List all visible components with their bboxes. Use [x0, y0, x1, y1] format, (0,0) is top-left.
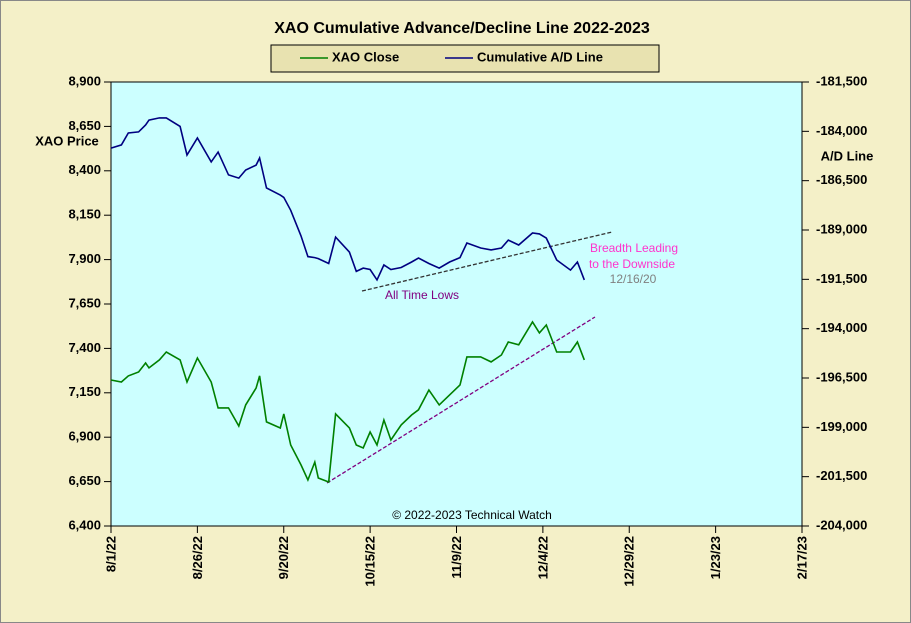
y-tick-label: 8,400	[68, 162, 101, 177]
y2-tick-label: -186,500	[816, 172, 867, 187]
series-line	[110, 320, 586, 484]
y-tick-label: 7,150	[68, 384, 101, 399]
annotation: All Time Lows	[385, 288, 459, 302]
y2-axis-label: A/D Line	[821, 148, 874, 163]
trend-line	[326, 316, 596, 484]
trend-line	[361, 231, 613, 292]
y-tick-label: 6,400	[68, 517, 101, 532]
y-tick-label: 8,150	[68, 207, 101, 222]
y-tick-label: 7,650	[68, 295, 101, 310]
y2-tick-label: -196,500	[816, 369, 867, 384]
y2-tick-label: -194,000	[816, 320, 867, 335]
series-line	[110, 117, 586, 282]
x-tick-label: 1/23/23	[708, 536, 723, 579]
x-tick-label: 9/20/22	[276, 536, 291, 579]
annotation: 12/16/20	[610, 272, 657, 286]
y2-tick-label: -189,000	[816, 221, 867, 236]
x-tick-label: 11/9/22	[449, 536, 464, 579]
plot-area	[110, 81, 803, 527]
legend-label: Cumulative A/D Line	[477, 49, 603, 64]
y2-tick-label: -204,000	[816, 517, 867, 532]
y-axis-label: XAO Price	[35, 133, 99, 148]
y-tick-label: 8,650	[68, 118, 101, 133]
y2-tick-label: -201,500	[816, 468, 867, 483]
y-tick-label: 8,900	[68, 73, 101, 88]
chart-title: XAO Cumulative Advance/Decline Line 2022…	[274, 20, 650, 37]
y2-tick-label: -184,000	[816, 123, 867, 138]
x-tick-label: 8/1/22	[103, 536, 118, 572]
x-tick-label: 12/4/22	[535, 536, 550, 579]
x-tick-label: 12/29/22	[622, 536, 637, 587]
annotation: Breadth Leading	[590, 241, 678, 255]
y-tick-label: 6,650	[68, 473, 101, 488]
y-tick-label: 6,900	[68, 429, 101, 444]
y2-tick-label: -181,500	[816, 73, 867, 88]
annotation: to the Downside	[589, 257, 675, 271]
x-tick-label: 10/15/22	[363, 536, 378, 587]
x-tick-label: 2/17/23	[794, 536, 809, 579]
copyright: © 2022-2023 Technical Watch	[392, 508, 552, 522]
y-tick-label: 7,400	[68, 340, 101, 355]
y-tick-label: 7,900	[68, 251, 101, 266]
x-tick-label: 8/26/22	[190, 536, 205, 579]
legend-label: XAO Close	[332, 49, 399, 64]
y2-tick-label: -191,500	[816, 271, 867, 286]
y2-tick-label: -199,000	[816, 419, 867, 434]
